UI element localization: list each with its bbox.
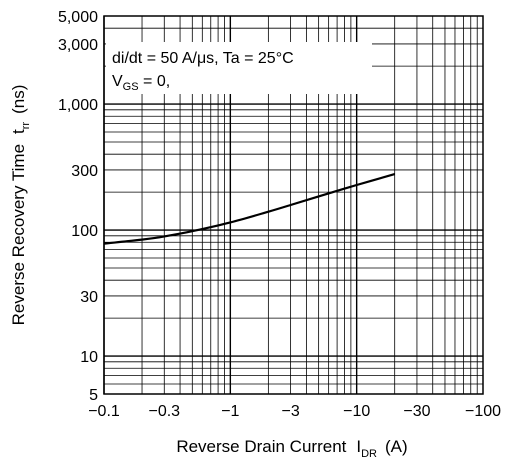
y-tick-label: 30 — [80, 289, 98, 306]
y-tick-label: 300 — [71, 163, 98, 180]
x-tick-label: −0.1 — [88, 403, 120, 420]
x-tick-label: −30 — [403, 403, 430, 420]
series-layer — [103, 173, 396, 245]
annotation-background — [106, 42, 372, 94]
x-tick-label: −1 — [221, 403, 239, 420]
y-tick-label: 3,000 — [58, 37, 98, 54]
y-tick-label: 5 — [89, 387, 98, 404]
tick-labels: −0.1 −0.3 −1 −3 −10 −30 −100 5 10 30 100 300 1,000 3,… — [58, 9, 501, 420]
x-tick-label: −100 — [465, 403, 501, 420]
x-tick-label: −3 — [281, 403, 299, 420]
x-tick-label: −0.3 — [148, 403, 180, 420]
y-tick-label: 1,000 — [58, 97, 98, 114]
series-line — [103, 173, 396, 245]
annotation-condition-line2: VGS = 0, — [112, 73, 170, 93]
x-tick-label: −10 — [343, 403, 370, 420]
y-tick-label: 5,000 — [58, 9, 98, 26]
annotation-condition-line1: di/dt = 50 A/μs, Ta = 25°C — [112, 50, 294, 67]
x-axis-title: Reverse Drain Current IDR (A) — [176, 437, 407, 460]
y-tick-label: 10 — [80, 349, 98, 366]
y-axis-title: Reverse Recovery Timetrr(ns) — [9, 85, 32, 326]
y-tick-label: 100 — [71, 223, 98, 240]
plot-frame — [103, 15, 484, 395]
